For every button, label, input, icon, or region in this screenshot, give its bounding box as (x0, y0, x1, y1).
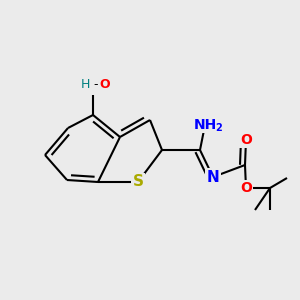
Text: O: O (240, 181, 252, 195)
Text: 2: 2 (216, 123, 222, 133)
Text: H: H (80, 79, 90, 92)
Text: -: - (94, 79, 98, 92)
Text: S: S (133, 175, 143, 190)
Text: O: O (100, 79, 110, 92)
Text: O: O (240, 133, 252, 147)
Text: N: N (207, 169, 219, 184)
Text: NH: NH (194, 118, 217, 132)
